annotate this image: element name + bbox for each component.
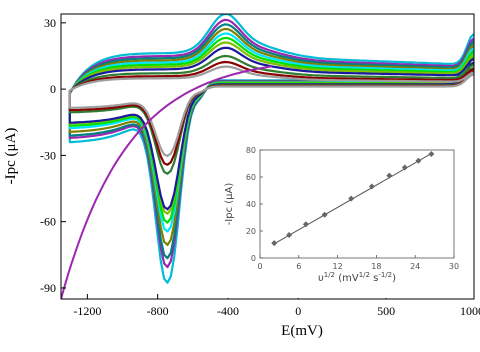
inset-y-axis-label: -Ipc (μA): [224, 183, 235, 226]
y-tick-label: -90: [40, 281, 56, 295]
cv-series-group: [61, 14, 474, 299]
y-tick-label: 30: [44, 16, 56, 30]
inset-y-tick-label: 0: [251, 254, 256, 263]
inset-y-tick-label: 40: [246, 200, 256, 209]
inset-data-point: [348, 195, 355, 202]
inset-x-tick-label: 18: [371, 262, 381, 271]
x-tick-label: -1200: [73, 304, 101, 318]
x-tick-label: -400: [217, 304, 239, 318]
inset-plot: [271, 151, 435, 247]
x-tick-label: 0: [295, 304, 301, 318]
cv-series-line: [68, 65, 474, 157]
cv-curves: [61, 14, 474, 299]
inset-x-tick-label: 0: [257, 262, 262, 271]
x-tick-label: -800: [147, 304, 169, 318]
x-tick-label: 500: [377, 304, 395, 318]
y-axis-label: -Ipc (μA): [3, 128, 19, 185]
inset-data-point: [286, 232, 293, 239]
inset-chart: 0 6 12 18 24 30 0 20 40 60 80 -Ipc (μA) υ1/2 (mV1/…: [220, 140, 472, 298]
inset-x-tick-label: 24: [410, 262, 420, 271]
inset-data-point: [368, 183, 375, 190]
cv-extra-curve: [61, 65, 273, 299]
inset-y-tick-label: 60: [246, 173, 256, 182]
inset-data-point: [321, 211, 328, 218]
inset-data-point: [415, 157, 422, 164]
inset-x-tick-label: 6: [296, 262, 301, 271]
inset-data-point: [386, 172, 393, 179]
y-tick-label: 0: [50, 82, 56, 96]
y-tick-label: -30: [40, 148, 56, 162]
inset-axes: 0 6 12 18 24 30 0 20 40 60 80: [246, 146, 459, 271]
y-tick-label: -60: [40, 215, 56, 229]
inset-y-tick-label: 80: [246, 146, 256, 155]
main-axes: -1200 -800 -400 0 500 1000 30 0 -30 -60 -90: [40, 16, 480, 318]
inset-y-tick-label: 20: [246, 227, 256, 236]
inset-data-point: [302, 221, 309, 228]
main-plot-frame: [60, 13, 475, 300]
inset-x-tick-label: 12: [333, 262, 343, 271]
inset-data-point: [428, 151, 435, 158]
inset-x-axis-label: υ1/2 (mV1/2 s-1/2): [318, 271, 396, 284]
x-tick-label: 1000: [460, 304, 480, 318]
inset-data-point: [271, 240, 278, 247]
inset-x-tick-label: 30: [449, 262, 459, 271]
inset-background: [220, 140, 472, 298]
x-axis-label: E(mV): [281, 323, 323, 339]
inset-data-point: [401, 164, 408, 171]
